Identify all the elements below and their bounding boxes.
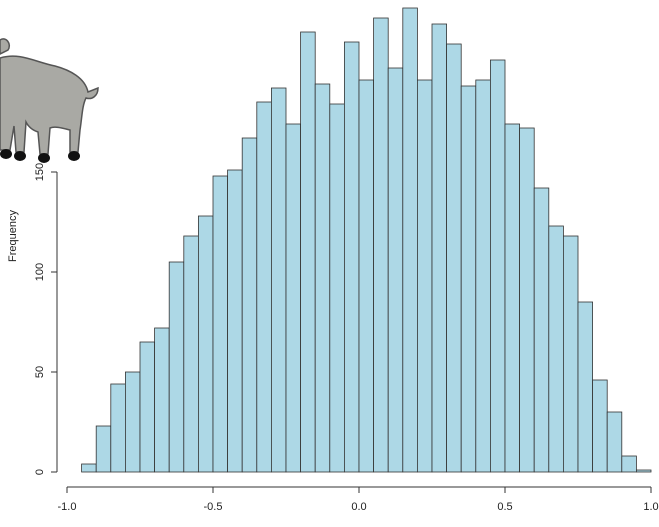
bar (636, 470, 651, 472)
bar (286, 124, 301, 472)
bar (271, 88, 286, 472)
bar (622, 456, 637, 472)
x-tick-label: -1.0 (58, 501, 77, 513)
plot-area: -1.0 -0.5 0.0 0.5 1.0 0 50 100 150 (34, 8, 659, 513)
x-tick-label: 1.0 (643, 501, 658, 513)
bar (417, 80, 432, 472)
chart: Frequency -1.0 -0.5 0.0 0.5 1.0 0 50 100 150 (0, 0, 659, 527)
bar (476, 80, 491, 472)
y-tick-label: 0 (34, 469, 46, 475)
bar (403, 8, 418, 472)
y-tick-label: 100 (34, 263, 46, 281)
bar (549, 226, 564, 472)
x-tick-label: 0.5 (497, 501, 512, 513)
bar (169, 262, 184, 472)
bar (184, 236, 199, 472)
x-tick-label: -0.5 (204, 501, 223, 513)
bar (563, 236, 578, 472)
bar (490, 60, 505, 472)
y-tick-label: 50 (34, 366, 46, 378)
bar (155, 328, 170, 472)
bar (301, 32, 316, 472)
bar (578, 302, 593, 472)
bar (607, 412, 622, 472)
bar (461, 86, 476, 472)
bar (315, 84, 330, 472)
bar (213, 176, 228, 472)
bar (534, 188, 549, 472)
bar (198, 216, 213, 472)
bar (374, 18, 389, 472)
bar (344, 42, 359, 472)
bar (140, 342, 155, 472)
bar (330, 104, 345, 472)
bar (111, 384, 126, 472)
y-axis-label: Frequency (7, 210, 19, 262)
bar (228, 170, 243, 472)
bar (505, 124, 520, 472)
bar (447, 44, 462, 472)
bar (125, 372, 140, 472)
bar (96, 426, 111, 472)
bar (432, 24, 447, 472)
y-tick-label: 150 (34, 163, 46, 181)
bar (593, 380, 608, 472)
bar (359, 80, 374, 472)
goat-image (0, 39, 98, 163)
bar (520, 128, 535, 472)
bar (242, 138, 257, 472)
bar (82, 464, 97, 472)
bar (257, 102, 272, 472)
bar (388, 68, 403, 472)
page: {"chart_data": {"type": "histogram", "y_… (0, 0, 659, 527)
x-tick-label: 0.0 (351, 501, 366, 513)
